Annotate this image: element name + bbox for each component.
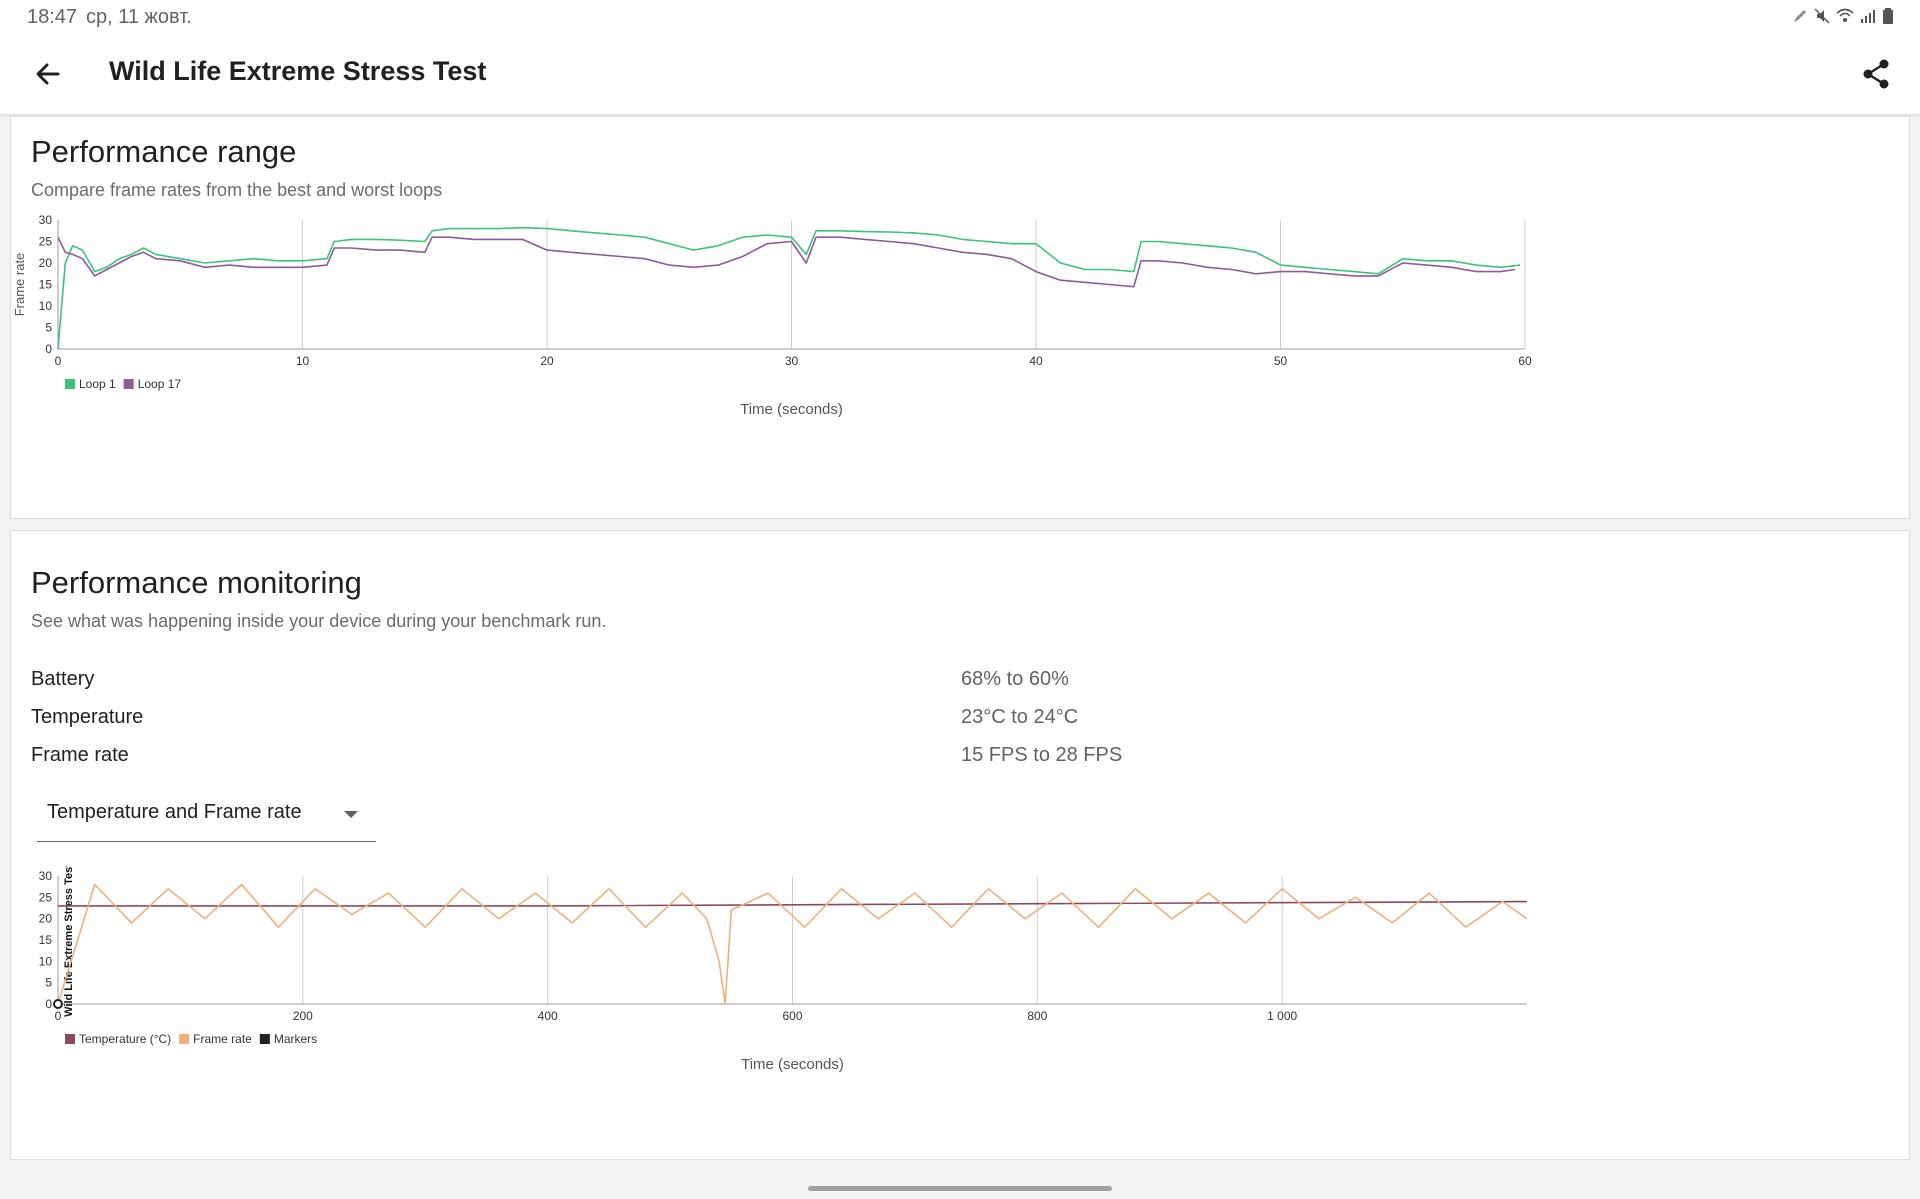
monitor-chart-legend-swatch: [65, 1034, 75, 1044]
stat-value-battery: 68% to 60%: [961, 668, 1069, 690]
monitor-chart-legend-label: Markers: [274, 1032, 317, 1046]
monitor-chart-y-tick-label: 10: [39, 954, 53, 968]
range-chart-legend-swatch: [123, 379, 134, 389]
performance-range-subtitle: Compare frame rates from the best and wo…: [31, 180, 443, 200]
signal-icon: [1861, 10, 1875, 23]
monitor-chart-x-tick-label: 800: [1027, 1009, 1047, 1023]
range-chart-y-tick-label: 25: [39, 235, 53, 249]
chart-metric-dropdown[interactable]: Temperature and Frame rate: [37, 789, 376, 842]
range-chart-y-tick-label: 30: [39, 213, 53, 227]
range-chart-y-tick-label: 0: [45, 342, 52, 356]
range-chart-series-line: [57, 236, 1516, 288]
monitor-chart-x-tick-label: 1 000: [1267, 1009, 1297, 1023]
performance-range-title: Performance range: [31, 134, 297, 169]
wifi-icon: [1836, 8, 1854, 22]
range-chart-x-tick-label: 10: [296, 354, 310, 368]
stat-value-frame-rate: 15 FPS to 28 FPS: [961, 744, 1123, 766]
range-chart-x-tick-label: 30: [785, 354, 799, 368]
battery-icon: [1883, 8, 1893, 24]
range-chart-y-tick-label: 20: [39, 256, 53, 270]
range-chart-x-tick-label: 20: [540, 354, 554, 368]
range-chart-y-axis-label: Frame rate: [12, 253, 27, 317]
status-bar: 18:47 ср, 11 жовт.: [0, 0, 1920, 34]
home-indicator[interactable]: [808, 1186, 1112, 1191]
mute-icon: [1814, 8, 1830, 24]
share-icon[interactable]: [1858, 56, 1894, 92]
monitor-chart-series-line: [57, 883, 1528, 1005]
dropdown-selected-value: Temperature and Frame rate: [47, 801, 302, 823]
performance-monitoring-title: Performance monitoring: [31, 565, 362, 600]
app-bar: Wild Life Extreme Stress Test: [0, 34, 1920, 115]
range-chart-x-axis-label: Time (seconds): [740, 401, 843, 418]
monitor-chart-legend-swatch: [259, 1034, 270, 1044]
monitor-chart-y-tick-label: 0: [45, 997, 52, 1011]
range-chart-legend-label: Loop 1: [79, 377, 116, 391]
stat-value-temperature: 23°C to 24°C: [961, 706, 1079, 728]
range-chart-y-tick-label: 10: [39, 299, 53, 313]
stat-label-battery: Battery: [31, 668, 95, 690]
range-chart-x-tick-label: 60: [1518, 354, 1532, 368]
range-chart-x-tick-label: 0: [55, 354, 62, 368]
monitor-chart-y-tick-label: 5: [45, 976, 52, 990]
range-chart-y-tick-label: 5: [45, 321, 52, 335]
performance-range-chart: 0 10 20 30 40 50 60 0 5 10 15 20 25 30 Frame rate Time …: [12, 213, 1532, 418]
monitor-chart-x-tick-label: 600: [782, 1009, 802, 1023]
monitor-chart-x-tick-label: 0: [55, 1009, 62, 1023]
page-title: Wild Life Extreme Stress Test: [109, 56, 487, 86]
monitor-chart-x-tick-label: 400: [538, 1009, 558, 1023]
status-icons: [1792, 8, 1894, 24]
monitor-chart-y-tick-label: 15: [39, 933, 53, 947]
range-chart-series-line: [57, 226, 1521, 350]
monitor-chart-x-axis-label: Time (seconds): [741, 1056, 844, 1073]
monitor-chart-legend-label: Frame rate: [193, 1032, 252, 1046]
monitor-chart-y-tick-label: 25: [39, 890, 53, 904]
range-chart-legend-label: Loop 17: [138, 377, 182, 391]
range-chart-legend-swatch: [65, 379, 75, 389]
monitor-chart-y-tick-label: 30: [39, 869, 53, 883]
range-chart-x-tick-label: 40: [1029, 354, 1043, 368]
performance-range-card: Performance range Compare frame rates fr…: [10, 116, 1910, 519]
status-time: 18:47: [27, 6, 78, 28]
monitor-chart-series-line: [58, 900, 1528, 907]
monitor-chart-y-tick-label: 20: [39, 912, 53, 926]
stat-label-temperature: Temperature: [31, 706, 144, 728]
dropdown-arrow-icon: [344, 811, 358, 818]
performance-monitoring-chart: 0 200 400 600 800 1 000 0 5 10 15 20 25 30 Wild Life …: [39, 866, 1528, 1073]
pen-icon: [1794, 10, 1806, 22]
monitor-chart-x-tick-label: 200: [293, 1009, 313, 1023]
status-date: ср, 11 жовт.: [86, 6, 192, 28]
back-arrow-icon[interactable]: [30, 56, 66, 92]
monitor-chart-legend-label: Temperature (°C): [79, 1032, 171, 1046]
range-chart-y-tick-label: 15: [39, 278, 53, 292]
stat-label-frame-rate: Frame rate: [31, 744, 129, 766]
monitor-chart-legend-swatch: [179, 1034, 190, 1044]
range-chart-x-tick-label: 50: [1274, 354, 1288, 368]
monitor-chart-marker-point: [53, 999, 63, 1009]
performance-monitoring-card: Performance monitoring See what was happ…: [10, 530, 1910, 1160]
performance-monitoring-subtitle: See what was happening inside your devic…: [31, 611, 607, 631]
monitor-chart-y-axis-label: Wild Life Extreme Stress Test: [63, 866, 75, 1017]
